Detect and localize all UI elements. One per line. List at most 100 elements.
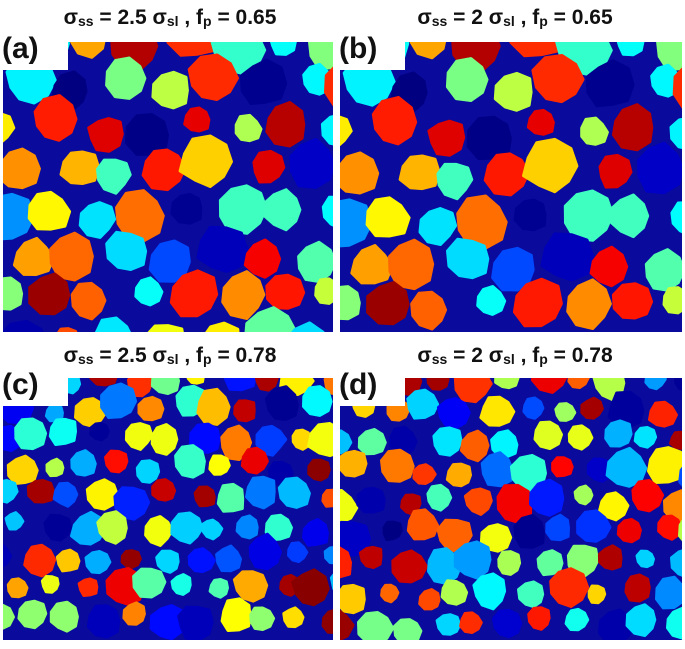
grain	[461, 613, 482, 633]
grain	[309, 424, 345, 456]
grain	[61, 152, 99, 184]
grain	[569, 369, 588, 388]
grain	[0, 321, 47, 369]
grain	[86, 552, 110, 573]
grain	[420, 590, 439, 609]
grain	[247, 477, 275, 508]
grain	[323, 490, 340, 506]
grain	[127, 115, 168, 155]
grain	[152, 425, 177, 455]
grain	[496, 368, 518, 388]
grain	[556, 404, 575, 421]
title-part: σ	[64, 6, 78, 29]
grain	[429, 121, 464, 155]
title-part: ss	[432, 351, 448, 367]
grain	[79, 579, 97, 596]
panel-label: (c)	[2, 368, 39, 401]
grain	[428, 371, 448, 390]
grain	[91, 423, 109, 440]
grain	[468, 117, 510, 158]
grain	[358, 488, 385, 512]
grain	[42, 577, 58, 593]
grain	[256, 369, 278, 390]
grain	[172, 575, 190, 595]
panel: σss = 2.5 σsl , fp = 0.65(a)	[0, 6, 386, 370]
grain	[107, 58, 145, 98]
grain	[106, 451, 127, 472]
grain	[8, 579, 27, 597]
grain	[575, 486, 592, 504]
grain	[408, 390, 438, 418]
title-part: sl	[167, 351, 179, 367]
grain	[57, 550, 79, 571]
title-part: sl	[503, 13, 515, 29]
title-part: ss	[78, 13, 94, 29]
panel-title: σss = 2 σsl , fp = 0.65	[417, 6, 613, 29]
grain	[515, 515, 544, 547]
title-part: p	[203, 13, 212, 29]
grain	[659, 516, 681, 539]
grain	[671, 432, 685, 448]
grain	[242, 448, 267, 473]
grain	[393, 551, 427, 582]
grain	[153, 72, 188, 108]
grain	[185, 108, 209, 131]
grain	[617, 27, 643, 55]
grain	[566, 609, 588, 629]
grain	[482, 453, 512, 486]
grain	[646, 370, 665, 389]
grain	[649, 448, 683, 483]
grain	[316, 279, 340, 304]
grain	[218, 484, 242, 511]
grain	[447, 464, 470, 486]
grain	[650, 402, 677, 426]
grain	[304, 387, 332, 416]
grain	[524, 398, 543, 418]
title-part: = 0.65	[212, 6, 277, 29]
grain	[382, 450, 414, 481]
grain	[606, 421, 631, 446]
grain	[664, 288, 685, 313]
title-part: , f	[515, 344, 541, 367]
grain	[45, 515, 71, 540]
grain	[359, 613, 393, 645]
title-part: p	[539, 13, 548, 29]
grain	[266, 387, 297, 420]
grain	[124, 603, 144, 624]
grain	[309, 460, 330, 480]
grain	[448, 239, 488, 278]
grain	[179, 607, 213, 640]
grain	[0, 278, 22, 309]
title-part: ss	[78, 351, 94, 367]
title-part: , f	[515, 6, 541, 29]
grain	[434, 428, 461, 455]
grain	[428, 485, 451, 510]
grain	[447, 59, 487, 101]
grain	[152, 368, 178, 394]
grain	[87, 480, 117, 509]
panel: σss = 2.5 σsl , fp = 0.78(c)	[0, 344, 367, 641]
grain	[553, 458, 573, 476]
title-part: = 0.78	[548, 344, 613, 367]
panel: σss = 2 σsl , fp = 0.65(b)	[315, 6, 685, 332]
grain	[102, 384, 136, 418]
grain	[195, 487, 214, 506]
grain	[122, 551, 140, 568]
grain	[535, 422, 562, 448]
grain	[19, 601, 46, 628]
grain	[414, 465, 435, 484]
grain	[637, 551, 654, 567]
grain	[359, 430, 385, 454]
grain	[613, 284, 651, 318]
title-part: = 2.5 σ	[94, 6, 167, 29]
grain	[481, 397, 514, 425]
grain	[188, 367, 203, 383]
title-part: = 2.5 σ	[94, 344, 167, 367]
title-part: = 0.65	[548, 6, 613, 29]
title-part: = 2 σ	[447, 344, 503, 367]
grain	[437, 615, 460, 635]
grain	[235, 401, 255, 421]
grain	[270, 28, 296, 55]
grain	[279, 478, 309, 507]
